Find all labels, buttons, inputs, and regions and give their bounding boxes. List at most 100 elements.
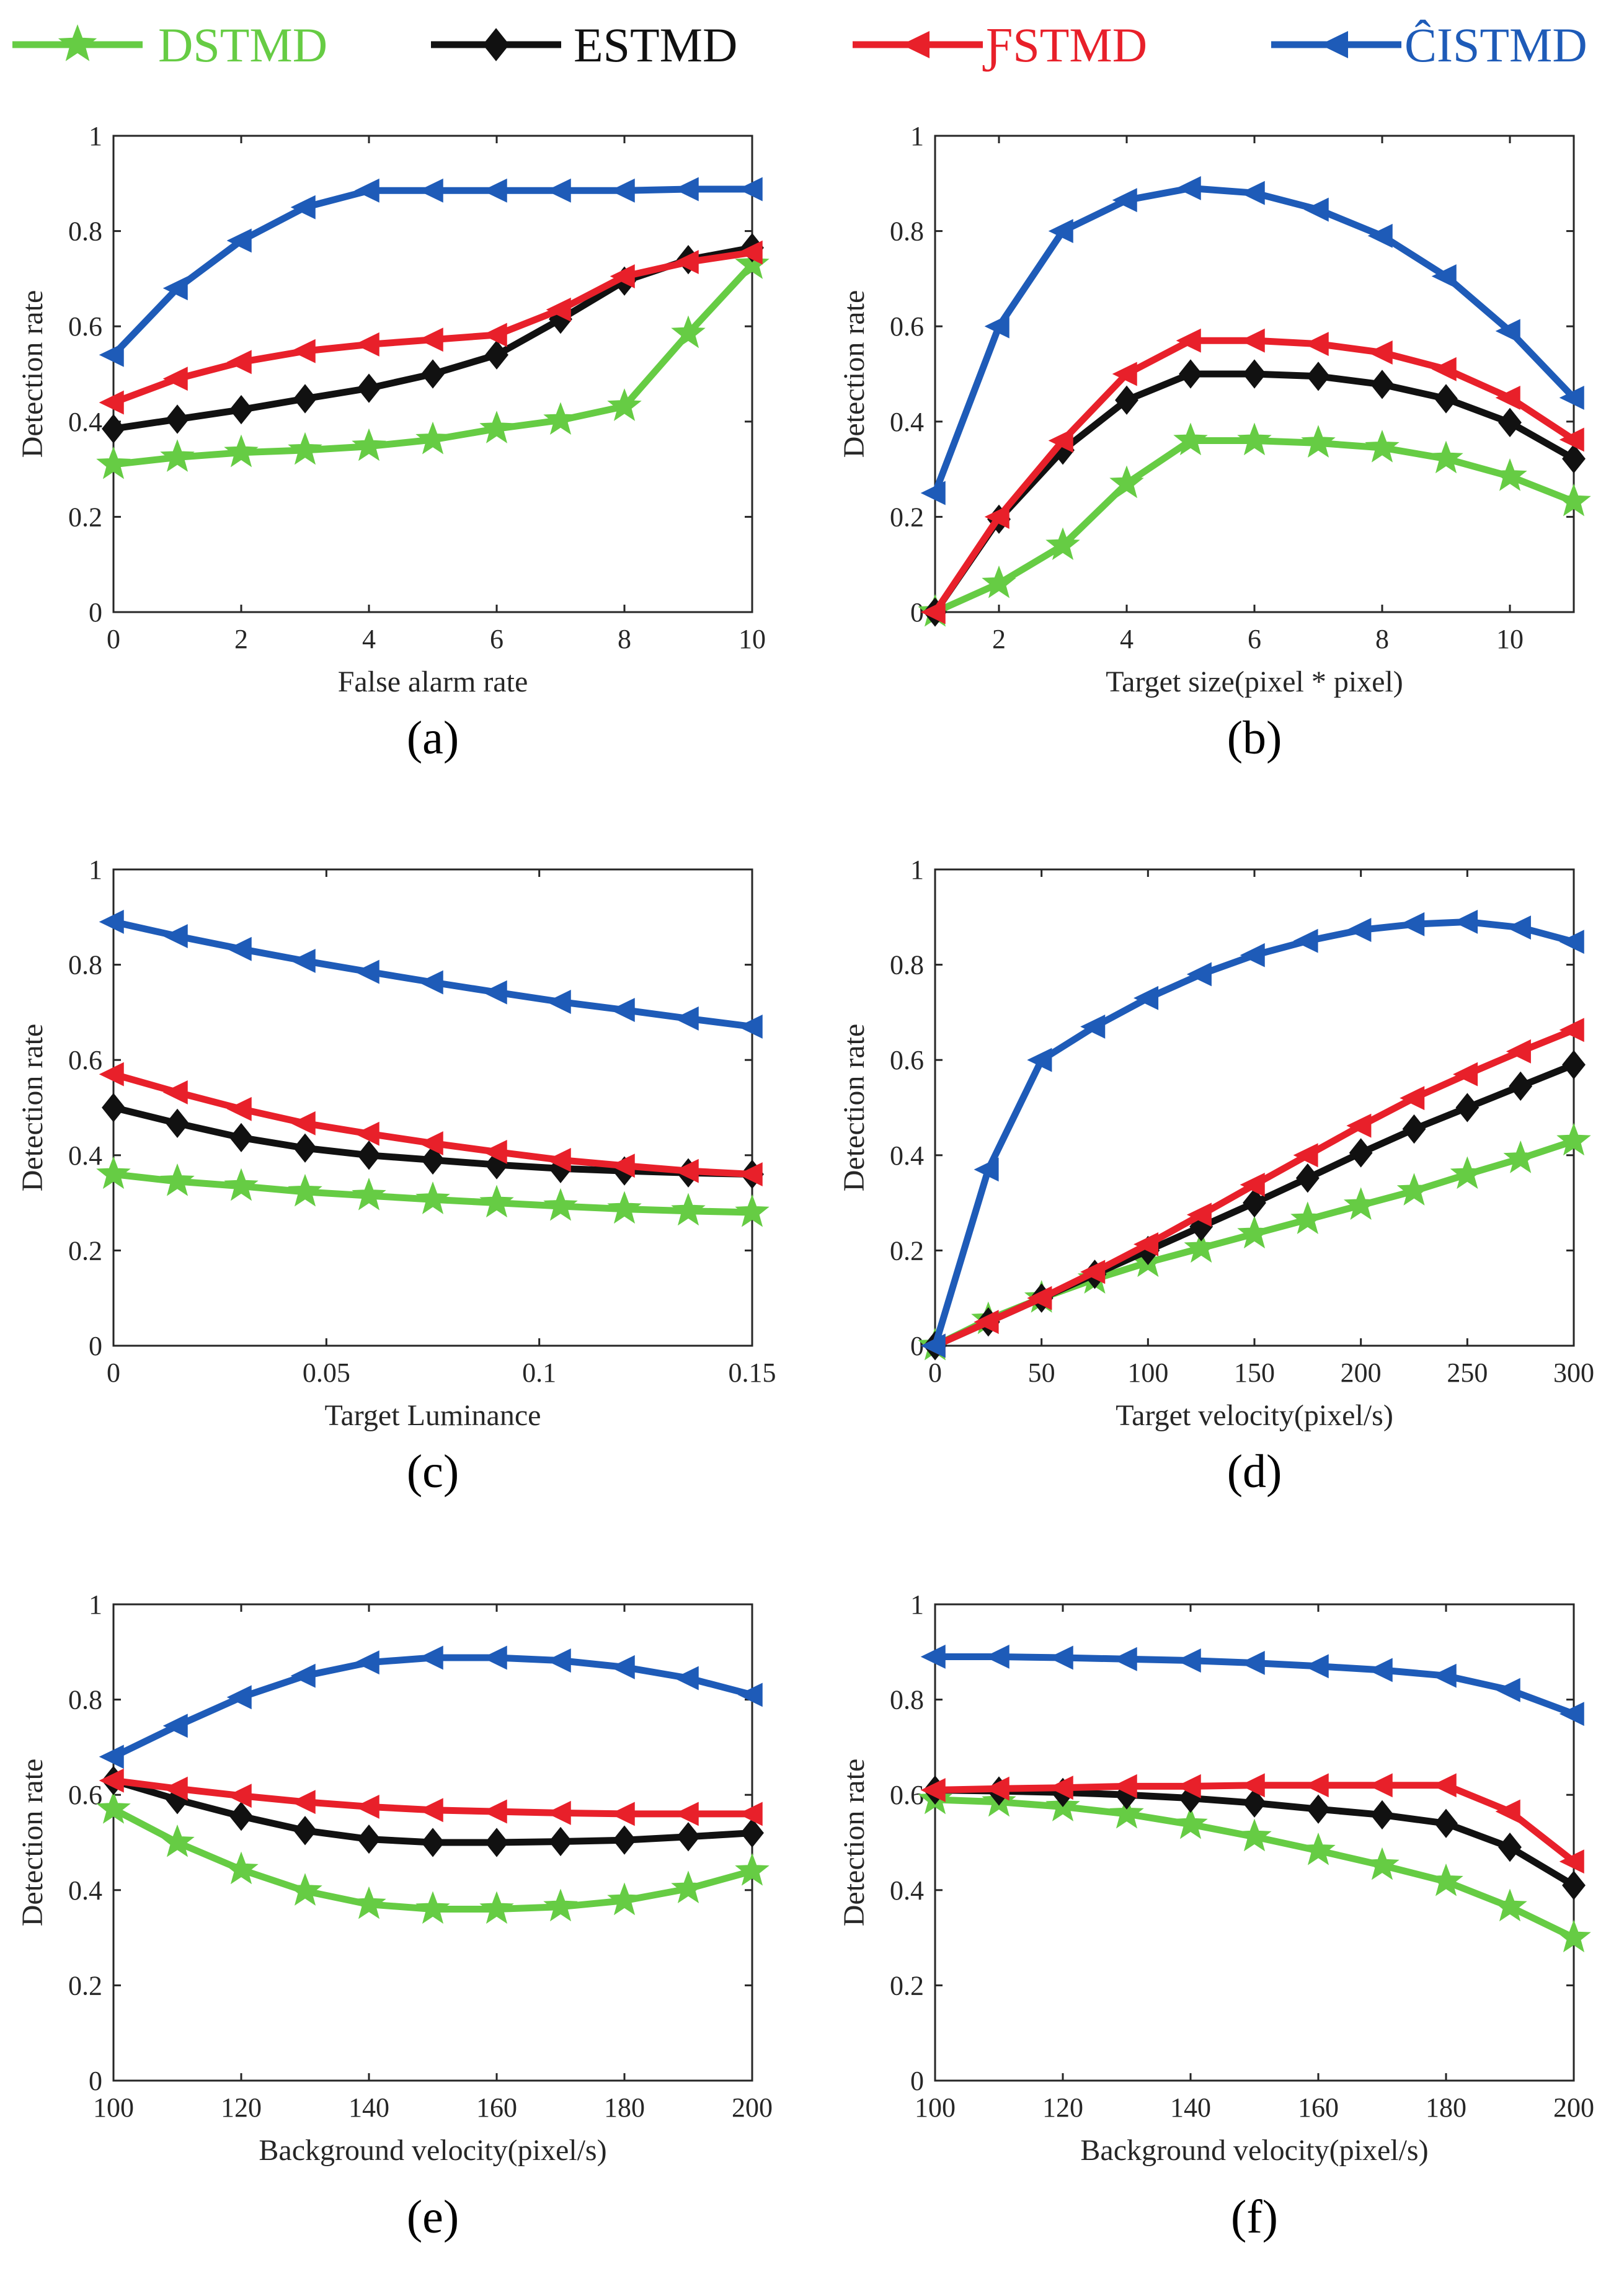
data-point-estmd [293,384,317,414]
y-tick-label: 0.6 [890,1045,924,1075]
data-point-dstmd [1173,1806,1208,1839]
y-tick-label: 0.2 [68,502,102,532]
data-point-estmd [1562,1050,1586,1080]
data-point-dstmd [1556,483,1591,517]
y-tick-label: 0.6 [890,1780,924,1810]
y-axis-label: Detection rate [16,290,49,458]
data-point-fstmd [1048,429,1073,453]
x-tick-label: 160 [1298,2092,1339,2123]
data-point-fstmd [1495,1799,1520,1824]
data-point-cistmd [418,970,443,995]
data-point-estmd [166,404,189,434]
data-point-fstmd [737,1802,763,1826]
y-tick-label: 0.4 [68,1140,102,1171]
data-point-dstmd [671,1870,706,1904]
data-point-dstmd [288,1173,322,1207]
y-axis-label: Detection rate [16,1024,49,1192]
x-tick-label: 180 [604,2092,645,2123]
panel-caption: (c) [407,1446,459,1498]
data-point-fstmd [737,240,763,265]
data-point-fstmd [1400,1086,1425,1111]
data-point-fstmd [418,1798,443,1823]
data-point-cistmd [610,178,635,203]
data-point-estmd [1509,1071,1533,1101]
x-tick-label: 10 [739,624,766,654]
data-point-dstmd [352,1886,386,1919]
data-point-fstmd [1453,1062,1478,1087]
data-point-dstmd [1556,1919,1591,1953]
data-point-fstmd [1346,1113,1372,1138]
series-cistmd [99,1645,763,1769]
y-tick-label: 0.2 [890,1970,924,2001]
data-point-cistmd [1400,912,1425,936]
data-point-estmd [1370,370,1394,399]
y-tick-label: 1 [910,121,924,151]
data-point-fstmd [737,1162,763,1186]
panel-caption: (a) [407,712,459,764]
data-point-fstmd [1303,1773,1329,1798]
data-point-estmd [1243,1188,1266,1218]
data-point-dstmd [1365,429,1400,463]
data-point-dstmd [1173,422,1208,456]
data-point-cistmd [610,998,635,1023]
data-point-cistmd [1367,1658,1393,1682]
data-point-dstmd [671,315,706,349]
data-point-cistmd [546,1648,571,1673]
data-point-fstmd [482,322,507,347]
data-point-cistmd [920,1645,946,1669]
legend-label-fstmd: ƑSTMD [982,18,1147,72]
data-point-fstmd [1559,1849,1584,1874]
data-point-cistmd [1303,197,1329,222]
data-point-estmd [1562,1870,1586,1900]
data-point-dstmd [1301,425,1336,458]
x-axis-label: Background velocity(pixel/s) [1080,2134,1428,2167]
data-point-cistmd [1112,188,1137,213]
y-tick-label: 0 [89,2066,102,2096]
data-point-cistmd [737,1682,763,1707]
data-point-cistmd [418,178,443,203]
data-point-dstmd [735,1194,770,1227]
data-point-fstmd [418,327,443,352]
legend-label-cistmd: ĈISTMD [1404,18,1587,72]
x-tick-label: 100 [1127,1358,1168,1388]
data-point-estmd [421,359,445,389]
data-point-estmd [102,1093,125,1122]
x-tick-label: 10 [1496,624,1524,654]
data-point-dstmd [288,432,322,465]
data-point-cistmd [99,1744,124,1769]
data-point-fstmd [920,600,946,624]
y-tick-label: 0.8 [890,950,924,980]
data-point-estmd [1434,1808,1458,1838]
data-point-estmd [1307,362,1330,391]
x-tick-label: 140 [1170,2092,1211,2123]
data-point-dstmd [96,446,131,479]
data-point-estmd [357,1824,381,1854]
data-point-estmd [421,1145,445,1175]
panel-caption: (b) [1227,712,1282,764]
data-point-estmd [1243,1788,1266,1818]
x-tick-label: 160 [476,2092,517,2123]
data-point-estmd [166,1108,189,1138]
data-point-fstmd [99,1062,124,1087]
y-tick-label: 0 [910,2066,924,2096]
series-dstmd [918,422,1591,627]
panel-caption: (f) [1231,2191,1278,2243]
data-point-fstmd [1112,362,1137,386]
x-tick-label: 0.05 [303,1358,350,1388]
legend-entry-estmd: ESTMD [431,18,737,72]
data-point-dstmd [1429,1863,1463,1896]
data-point-cistmd [354,1650,379,1675]
data-point-dstmd [1109,1795,1144,1829]
data-point-cistmd [920,1333,946,1358]
data-point-dstmd [415,1891,450,1924]
y-tick-label: 0.6 [68,311,102,342]
x-tick-label: 6 [490,624,504,654]
x-tick-label: 100 [915,2092,956,2123]
data-point-cistmd [546,178,571,203]
data-point-fstmd [226,350,252,375]
data-point-fstmd [354,332,379,357]
data-point-fstmd [1559,427,1584,452]
data-point-cistmd [482,980,507,1005]
data-point-fstmd [984,504,1009,529]
data-point-fstmd [1293,1143,1318,1168]
